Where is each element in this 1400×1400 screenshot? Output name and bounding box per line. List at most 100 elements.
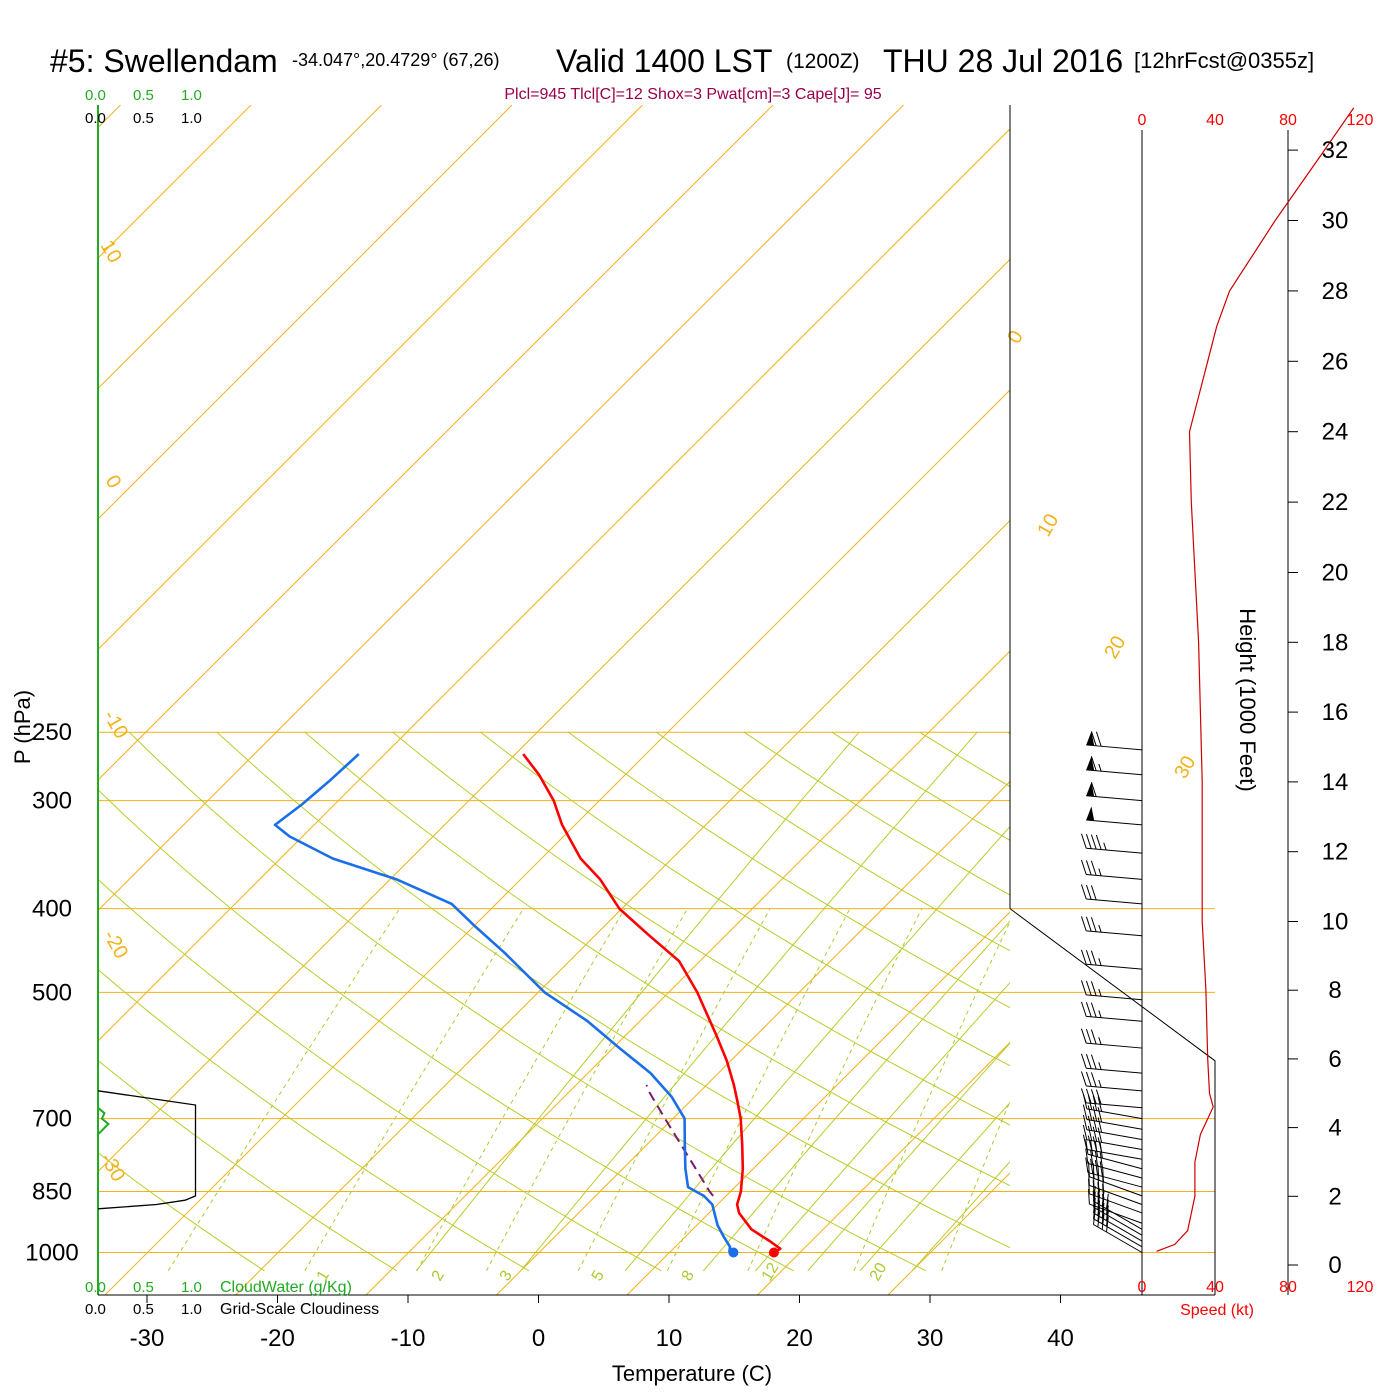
wind-barb-full — [1097, 1137, 1103, 1153]
isotherm-line — [98, 105, 513, 520]
wind-barb-full — [1093, 1209, 1096, 1225]
mixing-ratio-label: 20 — [867, 1260, 891, 1284]
wind-barb-full — [1087, 1125, 1093, 1141]
temperature-tick-10: 10 — [656, 1325, 683, 1352]
wind-barb-full — [1097, 1164, 1100, 1181]
speed-scale-bottom-120: 120 — [1347, 1279, 1374, 1296]
wind-barb-full — [1105, 1211, 1109, 1227]
wind-barb-full — [1080, 833, 1087, 849]
height-tick-18: 18 — [1322, 629, 1349, 656]
height-tick-20: 20 — [1322, 560, 1349, 587]
pressure-tick-500: 500 — [32, 979, 72, 1006]
height-tick-16: 16 — [1322, 699, 1349, 726]
moist-adiabat-line — [415, 731, 860, 1272]
wind-barb-pennant — [1086, 756, 1095, 771]
mixing-ratio-line — [577, 908, 771, 1272]
wind-barb-full — [1090, 1149, 1094, 1165]
wind-barb-staff — [1086, 1118, 1143, 1130]
wind-barb-staff — [1086, 963, 1143, 970]
height-tick-2: 2 — [1328, 1183, 1341, 1210]
isotherm-line — [98, 105, 643, 651]
wind-barb-staff — [1086, 1067, 1143, 1074]
height-tick-24: 24 — [1322, 419, 1349, 446]
wind-barb-full — [1080, 1053, 1087, 1069]
station-coords: -34.047°,20.4729° (67,26) — [292, 50, 500, 70]
wind-barb-half — [1098, 1079, 1102, 1088]
wind-barb-full — [1090, 1072, 1097, 1087]
pressure-tick-400: 400 — [32, 896, 72, 923]
height-tick-32: 32 — [1322, 137, 1349, 164]
wind-barb-full — [1097, 1211, 1101, 1228]
speed-scale-top-80: 80 — [1279, 112, 1297, 129]
moist-adiabat-line — [624, 825, 1010, 1272]
wind-barb-full — [1097, 1117, 1103, 1133]
speed-scale-bottom-80: 80 — [1279, 1279, 1297, 1296]
valid-time: Valid 1400 LST — [556, 43, 772, 79]
moist-adiabat-lines — [415, 731, 1010, 1272]
wind-barb-staff — [1086, 873, 1143, 880]
wind-barb-pennant — [1086, 782, 1095, 797]
temperature-profile — [522, 753, 782, 1254]
pressure-tick-250: 250 — [32, 719, 72, 746]
height-tick-30: 30 — [1322, 208, 1349, 235]
dewpoint-profile — [273, 753, 734, 1254]
mixing-ratio-line — [304, 908, 524, 1272]
wind-barb-half — [1098, 958, 1102, 966]
isotherm-line — [98, 105, 904, 912]
wind-barb-full — [1090, 1054, 1097, 1070]
wind-barb-staff — [1086, 1102, 1143, 1109]
wind-barb-pennant — [1086, 731, 1095, 746]
wind-barb-half — [1098, 1010, 1102, 1018]
wind-barb-full — [1097, 1206, 1101, 1222]
wind-barb-full — [1085, 1139, 1089, 1155]
height-tick-10: 10 — [1322, 909, 1349, 936]
wind-barb-full — [1080, 884, 1087, 900]
wind-barb-full — [1085, 860, 1092, 876]
cloudiness-scale-top-0: 0.0 — [85, 110, 106, 127]
wind-barb-full — [1101, 1208, 1105, 1224]
wind-barb-staff — [1089, 1193, 1143, 1214]
isotherm-line — [98, 105, 774, 781]
wind-barb-full — [1094, 1150, 1099, 1167]
isotherm-label: -10 — [99, 707, 133, 743]
cloudwater-scale-top-1: 0.5 — [133, 87, 154, 104]
wind-barb-full — [1085, 1148, 1089, 1164]
dry-adiabat-line — [831, 731, 1010, 841]
wind-barb-full — [1085, 1002, 1092, 1017]
wind-barb-full — [1090, 1002, 1097, 1018]
wind-barb-staff — [1089, 1203, 1143, 1224]
cloudiness-line — [97, 1090, 197, 1210]
cloudiness-scale-bottom-0: 0.0 — [85, 1301, 106, 1318]
valid-utc: (1200Z) — [786, 50, 860, 73]
wind-barb-staff — [1093, 1218, 1143, 1248]
wind-barb-staff — [1086, 1108, 1143, 1120]
wind-barb-half — [1098, 988, 1102, 997]
wind-barb-staff — [1086, 1015, 1143, 1022]
height-axis-label: Height (1000 Feet) — [1235, 608, 1260, 791]
wind-barb-full — [1092, 1126, 1098, 1142]
wind-barb-half — [1098, 924, 1102, 933]
dry-adiabat-line — [216, 731, 1010, 1249]
wind-barb-full — [1101, 1214, 1105, 1230]
height-tick-0: 0 — [1328, 1252, 1341, 1279]
wind-speed-line — [1156, 107, 1355, 1252]
wind-barb-full — [1090, 981, 1097, 996]
dry-adiabat-line — [98, 1152, 265, 1272]
speed-scale-top-0: 0 — [1138, 112, 1147, 129]
wind-barb-full — [1099, 1152, 1103, 1168]
station-title: #5: Swellendam — [50, 43, 278, 79]
wind-barb-full — [1090, 834, 1097, 850]
dry-adiabat-lines — [98, 731, 1010, 1272]
cloudwater-scale-bottom-2: 1.0 — [181, 1279, 202, 1296]
dry-adiabat-line — [98, 968, 530, 1272]
wind-barb-full — [1090, 1158, 1094, 1174]
plot-frame — [97, 105, 1289, 1296]
wind-barb-full — [1092, 1106, 1098, 1122]
sounding-parameters: Plcl=945 Tlcl[C]=12 Shox=3 Pwat[cm]=3 Ca… — [504, 86, 881, 103]
dry-adiabat-line — [656, 731, 1010, 952]
wind-barb-full — [1092, 1163, 1095, 1179]
wind-barb-staff — [1086, 930, 1143, 937]
cloudwater-label: CloudWater (g/Kg) — [220, 1279, 352, 1296]
wind-barb-staff — [1093, 1206, 1143, 1236]
